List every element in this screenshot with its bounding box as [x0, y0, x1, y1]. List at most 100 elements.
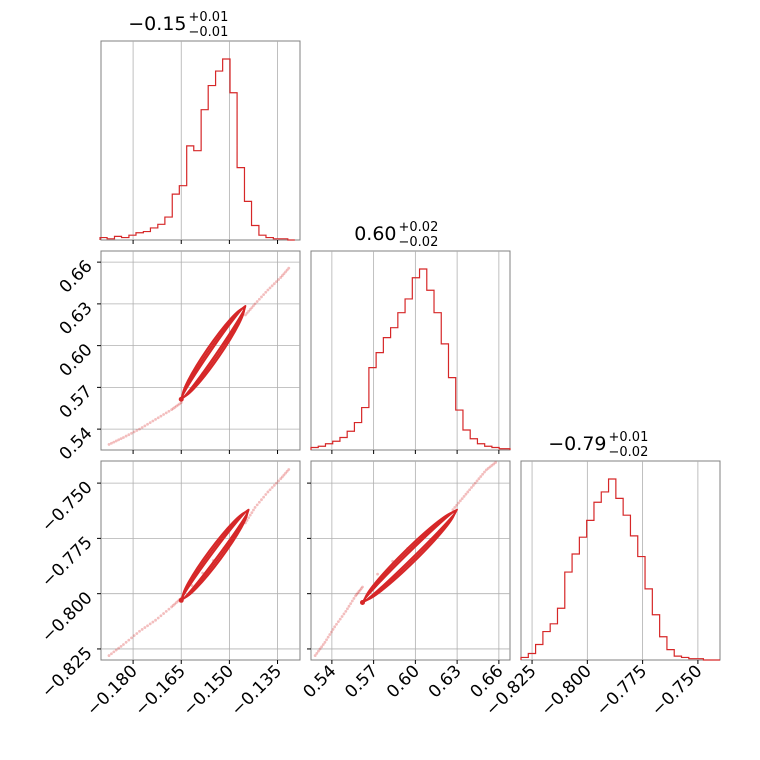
scatter-point	[132, 634, 136, 638]
scatter-point	[330, 630, 333, 634]
scatter-point	[143, 626, 147, 629]
scatter-point	[479, 475, 483, 478]
scatter-point	[280, 475, 284, 479]
x-tick-label: −0.150	[179, 661, 238, 720]
scatter-point	[175, 404, 178, 408]
scatter-point	[455, 503, 459, 507]
scatter-point	[321, 643, 325, 646]
scatter-point	[253, 302, 257, 306]
panel-frame	[310, 250, 511, 451]
scatter-point	[244, 313, 247, 317]
scatter-point	[279, 276, 283, 279]
scatter-point	[492, 462, 496, 466]
scatter-point	[494, 461, 498, 464]
param-title-2: −0.79 +0.01−0.02	[548, 430, 648, 460]
contour-2	[181, 511, 249, 599]
scatter-point	[464, 492, 468, 496]
scatter-point	[151, 419, 155, 423]
panel-2-0: −0.180−0.165−0.150−0.135−0.825−0.800−0.7…	[38, 460, 301, 720]
scatter-point	[346, 607, 349, 611]
scatter-point	[352, 597, 356, 600]
scatter-point	[333, 625, 337, 629]
scatter-point	[354, 594, 357, 598]
scatter-point	[264, 493, 268, 496]
histogram-0	[99, 58, 295, 241]
scatter-point	[146, 422, 149, 426]
contour-end-point	[178, 597, 184, 603]
scatter-point	[159, 614, 163, 618]
param-title-minus-0: −0.01	[189, 25, 229, 40]
scatter-point	[117, 438, 121, 442]
scatter-point	[154, 417, 157, 421]
scatter-point	[114, 648, 118, 652]
scatter-point	[355, 593, 359, 596]
scatter-point	[320, 645, 324, 649]
scatter-point	[148, 622, 152, 626]
scatter-point	[176, 403, 180, 407]
panel-frame	[520, 460, 721, 661]
scatter-point	[285, 469, 289, 473]
scatter-point	[272, 282, 276, 286]
x-tick-label: 0.60	[383, 661, 424, 702]
scatter-point	[162, 612, 165, 615]
scatter-point	[347, 604, 351, 608]
scatter-point	[117, 646, 121, 650]
scatter-point	[277, 479, 281, 483]
x-tick-label: −0.165	[131, 661, 190, 720]
panel-2-1: 0.54 0.57 0.60 0.63 0.66	[299, 460, 511, 702]
scatter-point	[135, 632, 139, 635]
scatter-point	[148, 421, 152, 425]
x-tick-label: −0.800	[537, 661, 596, 720]
scatter-point	[250, 511, 254, 514]
scatter-point	[361, 585, 364, 589]
scatter-point	[350, 599, 354, 603]
scatter-point	[270, 486, 274, 489]
scatter-point	[176, 599, 180, 603]
scatter-point	[143, 424, 147, 428]
param-title-plus-0: +0.01	[189, 10, 229, 25]
scatter-point	[140, 426, 144, 429]
scatter-point	[110, 652, 113, 656]
scatter-point	[275, 280, 278, 284]
param-title-0: −0.15 +0.01−0.01	[128, 10, 228, 40]
panel-1-0: 0.540.570.600.630.66	[56, 250, 301, 464]
scatter-point	[284, 270, 287, 274]
scatter-point	[457, 501, 460, 505]
scatter-point	[280, 274, 284, 277]
scatter-point	[122, 436, 125, 439]
scatter-point	[275, 481, 278, 485]
panel-1-1	[310, 250, 511, 454]
x-tick-label: −0.180	[83, 661, 142, 720]
scatter-point	[162, 413, 165, 416]
scatter-point	[325, 638, 328, 642]
scatter-point	[486, 466, 490, 470]
scatter-point	[317, 649, 320, 653]
scatter-point	[342, 612, 346, 616]
scatter-point	[262, 495, 266, 499]
scatter-point	[171, 604, 175, 607]
panel-frame	[100, 40, 301, 241]
panel-2-2: −0.825−0.800−0.775−0.750	[482, 460, 721, 720]
scatter-point	[287, 266, 291, 270]
contour-end-point	[178, 396, 184, 402]
scatter-point	[112, 650, 116, 654]
scatter-point	[255, 503, 259, 507]
histogram-2	[520, 478, 720, 661]
scatter-point	[471, 483, 475, 487]
scatter-point	[458, 499, 462, 503]
scatter-point	[252, 304, 255, 308]
scatter-point	[170, 408, 174, 412]
scatter-point	[315, 651, 319, 655]
scatter-point	[470, 486, 473, 489]
scatter-point	[190, 584, 194, 587]
scatter-point	[318, 647, 322, 651]
scatter-point	[124, 640, 128, 644]
scatter-point	[253, 506, 257, 509]
scatter-point	[331, 628, 335, 631]
scatter-point	[260, 295, 263, 299]
scatter-point	[484, 468, 488, 472]
x-tick-label: 0.57	[341, 661, 382, 702]
scatter-point	[349, 602, 353, 606]
scatter-point	[473, 481, 477, 485]
scatter-point	[270, 284, 274, 288]
